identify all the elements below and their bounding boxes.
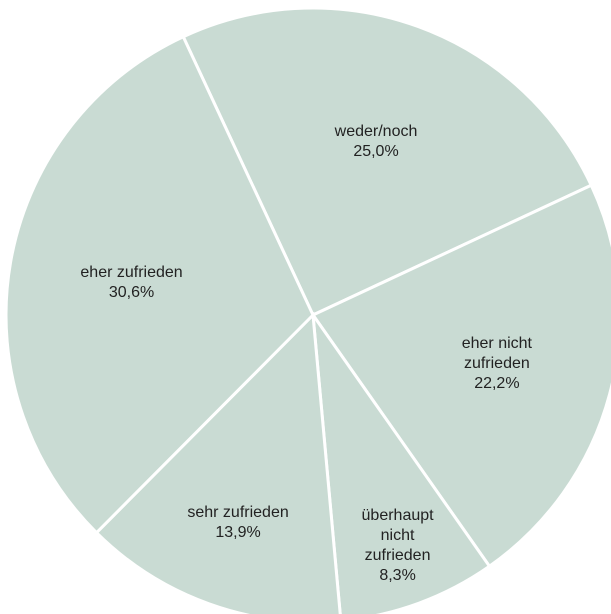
value-label: 8,3% [379,566,416,584]
value-label: 30,6% [108,284,155,302]
category-label: eher zufrieden [80,264,183,282]
value-label: 13,9% [215,523,261,541]
value-label: 25,0% [353,142,399,160]
slice-label: eher nicht zufrieden 22,2% [437,334,557,394]
pie-slice [94,311,342,614]
pie-slice [4,34,315,535]
category-label: eher nicht zufrieden [461,335,532,373]
pie-slice [310,183,611,569]
category-label: weder/noch [334,122,418,140]
slice-label: überhaupt nicht zufrieden 8,3% [358,506,438,586]
pie-slice [181,6,594,317]
slice-label: weder/noch 25,0% [306,122,446,162]
category-label: sehr zufrieden [187,503,289,521]
value-label: 22,2% [474,375,520,393]
pie-slice [310,309,492,614]
slice-label: eher zufrieden 30,6% [57,263,207,303]
slice-label: sehr zufrieden 13,9% [163,503,313,543]
category-label: überhaupt nicht zufrieden [361,506,434,564]
